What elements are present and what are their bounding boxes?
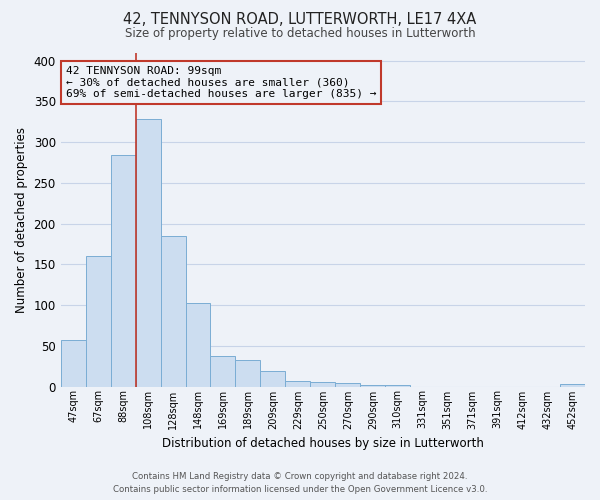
Bar — [161, 236, 185, 386]
Bar — [211, 356, 235, 386]
Bar — [310, 382, 335, 386]
Bar — [110, 155, 136, 386]
Bar — [286, 381, 310, 386]
Y-axis label: Number of detached properties: Number of detached properties — [15, 126, 28, 312]
Text: 42 TENNYSON ROAD: 99sqm
← 30% of detached houses are smaller (360)
69% of semi-d: 42 TENNYSON ROAD: 99sqm ← 30% of detache… — [66, 66, 376, 99]
Bar — [360, 385, 385, 386]
Text: Contains HM Land Registry data © Crown copyright and database right 2024.
Contai: Contains HM Land Registry data © Crown c… — [113, 472, 487, 494]
Text: 42, TENNYSON ROAD, LUTTERWORTH, LE17 4XA: 42, TENNYSON ROAD, LUTTERWORTH, LE17 4XA — [124, 12, 476, 28]
Bar — [560, 384, 585, 386]
Bar — [235, 360, 260, 386]
Bar — [385, 385, 410, 386]
Bar — [86, 256, 110, 386]
Bar — [260, 371, 286, 386]
Bar — [61, 340, 86, 386]
Bar — [185, 302, 211, 386]
Text: Size of property relative to detached houses in Lutterworth: Size of property relative to detached ho… — [125, 28, 475, 40]
Bar — [136, 120, 161, 386]
Bar — [335, 384, 360, 386]
X-axis label: Distribution of detached houses by size in Lutterworth: Distribution of detached houses by size … — [162, 437, 484, 450]
